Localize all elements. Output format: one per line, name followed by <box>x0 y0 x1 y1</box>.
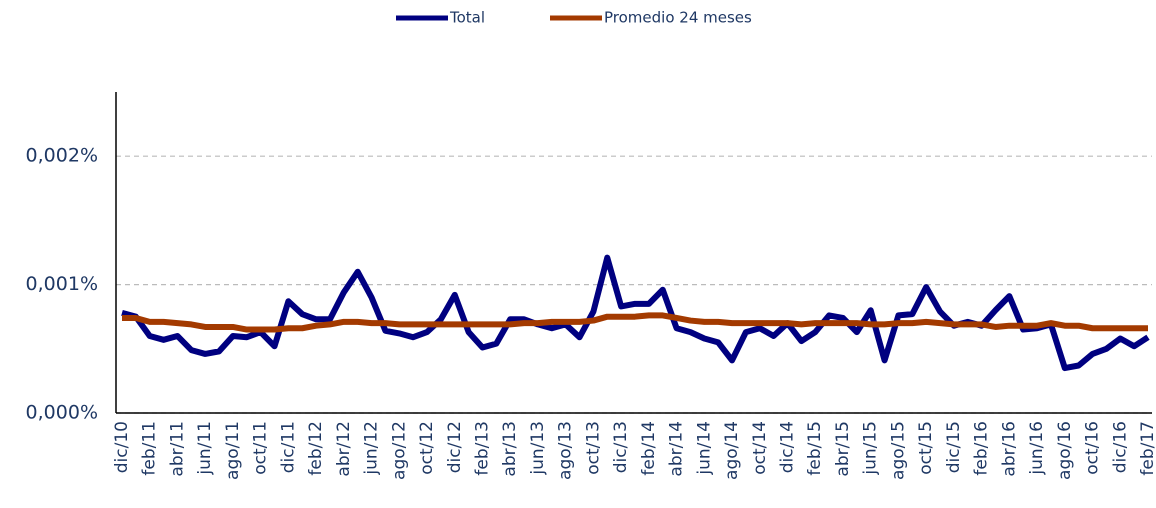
x-tick-label: dic/10 <box>112 421 132 473</box>
x-tick-label: abr/15 <box>833 421 853 477</box>
legend-label: Total <box>449 9 485 27</box>
x-tick-label: abr/16 <box>999 421 1019 477</box>
x-tick-label: jun/15 <box>861 421 881 476</box>
x-tick-label: ago/14 <box>722 421 742 480</box>
x-tick-label: dic/15 <box>944 421 964 473</box>
x-tick-label: oct/14 <box>750 421 770 475</box>
y-tick-label: 0,001% <box>26 273 98 295</box>
x-tick-label: feb/12 <box>306 421 326 476</box>
x-tick-label: oct/16 <box>1083 421 1103 475</box>
y-tick-label: 0,002% <box>26 145 98 167</box>
x-tick-label: ago/15 <box>888 421 908 480</box>
x-tick-label: dic/16 <box>1110 421 1130 473</box>
x-tick-label: ago/16 <box>1055 421 1075 480</box>
x-tick-label: jun/16 <box>1027 421 1047 476</box>
x-tick-label: jun/11 <box>195 421 215 476</box>
y-tick-label: 0,000% <box>26 402 98 424</box>
line-series <box>122 312 1148 333</box>
x-tick-label: oct/12 <box>417 421 437 475</box>
legend-label: Promedio 24 meses <box>604 9 752 27</box>
x-tick-label: ago/11 <box>223 421 243 480</box>
x-tick-label: oct/13 <box>583 421 603 475</box>
x-tick-label: ago/13 <box>556 421 576 480</box>
x-tick-label: oct/15 <box>916 421 936 475</box>
x-tick-label: feb/14 <box>639 421 659 476</box>
x-tick-label: feb/15 <box>805 421 825 476</box>
x-tick-label: abr/14 <box>667 421 687 477</box>
x-tick-label: abr/13 <box>500 421 520 477</box>
x-tick-label: feb/17 <box>1138 421 1156 476</box>
x-tick-label: dic/13 <box>611 421 631 473</box>
line-series <box>121 254 1150 372</box>
x-tick-label: jun/14 <box>694 421 714 476</box>
x-tick-label: ago/12 <box>389 421 409 480</box>
x-tick-label: abr/11 <box>167 421 187 477</box>
x-tick-label: feb/11 <box>140 421 160 476</box>
x-tick-label: oct/11 <box>251 421 271 475</box>
x-tick-label: feb/16 <box>972 421 992 476</box>
x-tick-label: abr/12 <box>334 421 354 477</box>
x-tick-label: dic/14 <box>778 421 798 473</box>
x-tick-label: jun/13 <box>528 421 548 476</box>
x-tick-label: jun/12 <box>362 421 382 476</box>
x-tick-label: dic/11 <box>278 421 298 473</box>
x-tick-label: dic/12 <box>445 421 465 473</box>
x-tick-label: feb/13 <box>472 421 492 476</box>
